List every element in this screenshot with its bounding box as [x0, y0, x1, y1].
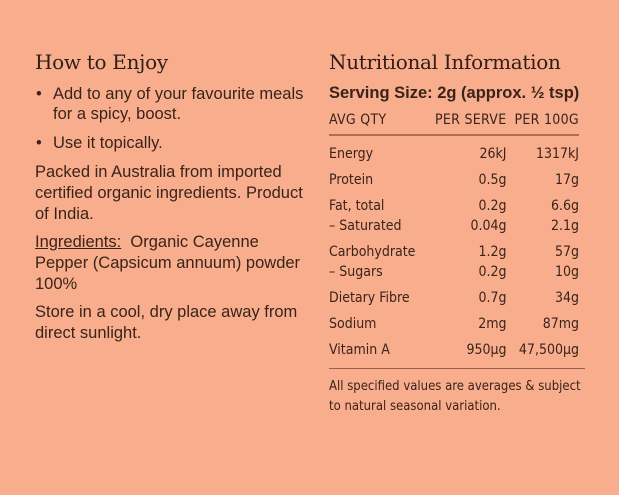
per-100g-value: 2.1g [550, 218, 579, 234]
per-serve-value: 26kJ [479, 146, 507, 162]
how-to-enjoy-section: How to Enjoy • Add to any of your favour… [35, 50, 305, 351]
header-per-serve: PER SERVE [426, 112, 507, 136]
nutrient-name: Sodium [329, 316, 377, 332]
table-row: – Sugars 0.2g 10g [329, 262, 579, 282]
per-serve-value: 1.2g [478, 244, 507, 260]
usage-list: • Add to any of your favourite meals for… [35, 84, 305, 153]
per-100g-value: 1317kJ [535, 146, 579, 162]
table-row: Dietary Fibre 0.7g 34g [329, 282, 579, 308]
nutrition-title: Nutritional Information [329, 50, 561, 74]
per-serve-value: 0.5g [478, 172, 507, 188]
how-to-enjoy-title: How to Enjoy [35, 50, 168, 74]
nutrition-section: Nutritional Information Serving Size: 2g… [329, 50, 587, 417]
per-serve-value: 0.7g [478, 290, 507, 306]
usage-text: Use it topically. [53, 134, 163, 152]
usage-item: • Use it topically. [35, 133, 305, 153]
per-100g-value: 17g [554, 172, 579, 188]
table-row: Sodium 2mg 87mg [329, 308, 579, 334]
footnote: All specified values are averages & subj… [329, 379, 581, 414]
ingredients-value: Organic Cayenne Pepper (Capsicum annuum)… [35, 233, 301, 293]
per-serve-value: 0.04g [470, 218, 507, 234]
ingredients-label: Ingredients: [35, 233, 122, 251]
storage-text: Store in a cool, dry place away from dir… [35, 303, 298, 342]
nutrient-name: Protein [329, 172, 374, 188]
bullet-icon: • [36, 85, 42, 103]
nutrient-name: – Sugars [329, 264, 383, 280]
table-row: Vitamin A 950µg 47,500µg [329, 334, 579, 360]
table-row: – Saturated 0.04g 2.1g [329, 216, 579, 236]
table-header-row: AVG QTY PER SERVE PER 100G [329, 112, 579, 136]
per-100g-value: 34g [554, 290, 579, 306]
packed-origin-text: Packed in Australia from imported certif… [35, 163, 303, 223]
per-serve-value: 0.2g [478, 264, 507, 280]
serving-size: Serving Size: 2g (approx. ½ tsp) [329, 84, 580, 102]
table-row: Fat, total 0.2g 6.6g [329, 190, 579, 216]
nutrient-name: Dietary Fibre [329, 290, 410, 306]
ingredients-text: Ingredients: Organic Cayenne Pepper (Cap… [35, 232, 305, 295]
nutrient-name: Carbohydrate [329, 244, 416, 260]
usage-text: Add to any of your favourite meals for a… [53, 85, 304, 123]
divider [329, 368, 585, 369]
table-row: Energy 26kJ 1317kJ [329, 135, 579, 164]
header-avg-qty: AVG QTY [329, 112, 427, 136]
nutrition-table: AVG QTY PER SERVE PER 100G Energy 26kJ 1… [329, 112, 579, 360]
bullet-icon: • [36, 134, 42, 152]
table-row: Protein 0.5g 17g [329, 164, 579, 190]
per-100g-value: 6.6g [550, 198, 579, 214]
per-100g-value: 47,500µg [518, 342, 579, 358]
nutrient-name: – Saturated [329, 218, 402, 234]
table-row: Carbohydrate 1.2g 57g [329, 236, 579, 262]
per-100g-value: 57g [554, 244, 579, 260]
usage-item: • Add to any of your favourite meals for… [35, 84, 305, 124]
per-serve-value: 0.2g [478, 198, 507, 214]
nutrient-name: Energy [329, 146, 374, 162]
per-100g-value: 87mg [542, 316, 579, 332]
header-per-100g: PER 100G [506, 112, 579, 136]
nutrient-name: Vitamin A [329, 342, 390, 358]
per-serve-value: 950µg [466, 342, 507, 358]
per-serve-value: 2mg [478, 316, 507, 332]
nutrient-name: Fat, total [329, 198, 385, 214]
per-100g-value: 10g [554, 264, 579, 280]
